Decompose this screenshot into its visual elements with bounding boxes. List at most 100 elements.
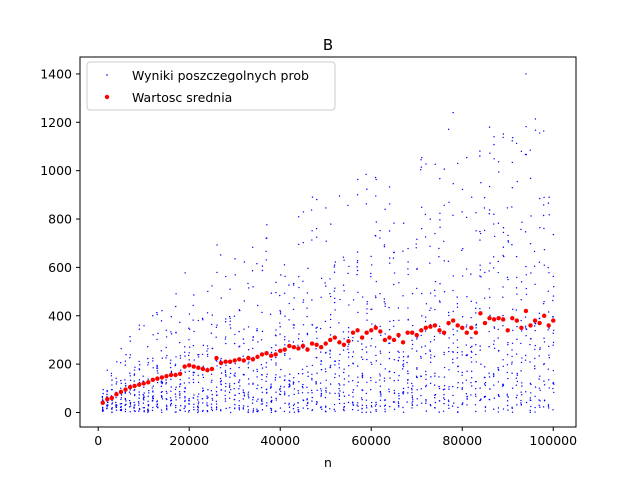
individual-result-point [119,403,122,405]
y-tick-label: 400 [48,308,72,323]
individual-result-point [279,376,281,378]
individual-result-point [292,404,295,407]
individual-result-point [397,350,399,353]
individual-result-point [333,266,336,268]
individual-result-point [183,407,185,410]
individual-result-point [197,354,199,356]
individual-result-point [206,402,208,404]
individual-result-point [488,398,490,401]
individual-result-point [470,300,472,303]
individual-result-point [402,356,405,358]
individual-result-point [393,408,396,411]
individual-result-point [461,388,463,390]
individual-result-point [311,392,313,394]
individual-result-point [442,397,445,399]
individual-result-point [138,397,140,399]
individual-result-point [380,395,382,397]
individual-result-point [343,378,346,380]
individual-result-point [265,380,267,383]
individual-result-point [447,399,450,401]
individual-result-point [292,383,295,385]
individual-result-point [283,394,286,396]
individual-result-point [406,382,409,384]
individual-result-point [156,401,158,403]
individual-result-point [439,332,441,334]
individual-result-point [470,381,472,384]
individual-result-point [461,188,464,191]
individual-result-point [471,351,473,353]
individual-result-point [375,354,377,357]
individual-result-point [279,322,281,324]
individual-result-point [325,370,327,373]
individual-result-point [507,241,510,243]
individual-result-point [534,411,536,413]
individual-result-point [379,375,381,377]
individual-result-point [293,403,296,405]
individual-result-point [539,375,541,377]
individual-result-point [243,395,246,397]
individual-result-point [179,378,181,381]
individual-result-point [215,326,218,329]
individual-result-point [362,358,364,361]
individual-result-point [388,342,390,345]
mean-value-point [469,325,474,331]
individual-result-point [361,398,363,401]
mean-value-point [328,337,333,343]
individual-result-point [325,405,327,407]
individual-result-point [525,265,527,268]
individual-result-point [420,334,422,337]
axes-frame [79,56,577,428]
individual-result-point [380,363,382,365]
individual-result-point [497,368,499,370]
individual-result-point [275,291,277,294]
individual-result-point [319,382,322,384]
individual-result-point [197,403,200,405]
individual-result-point [424,316,427,318]
individual-result-point [128,399,131,402]
individual-result-point [270,383,272,385]
individual-result-point [393,325,395,328]
individual-result-point [511,372,513,374]
individual-result-point [352,351,355,353]
individual-result-point [216,394,218,396]
individual-result-point [280,368,282,371]
individual-result-point [192,374,194,376]
mean-value-point [177,371,183,376]
individual-result-point [188,400,190,402]
individual-result-point [398,282,400,284]
individual-result-point [320,406,322,408]
individual-result-point [138,360,140,363]
individual-result-point [493,343,495,345]
individual-result-point [179,369,182,371]
individual-result-point [416,404,418,406]
individual-result-point [515,287,518,289]
mean-value-point [346,338,351,344]
individual-result-point [229,388,232,391]
individual-result-point [420,355,422,358]
legend: Wyniki poszczegolnych prob Wartosc sredn… [86,61,336,111]
individual-result-point [493,327,496,329]
mean-value-point [423,325,429,331]
individual-result-point [142,407,144,409]
individual-result-point [220,380,223,382]
individual-result-point [298,410,300,413]
individual-result-point [547,405,550,407]
individual-result-point [524,327,527,329]
individual-result-point [234,274,236,276]
individual-result-point [461,211,463,213]
individual-result-point [207,348,209,350]
individual-result-point [242,398,245,400]
individual-result-point [348,343,350,345]
individual-result-point [347,272,349,275]
individual-result-point [315,227,318,230]
individual-result-point [301,340,304,343]
individual-result-point [338,367,341,369]
individual-result-point [238,330,240,333]
individual-result-point [128,391,131,393]
individual-result-point [329,326,332,329]
individual-result-point [193,330,195,333]
individual-result-point [343,371,345,374]
individual-result-point [307,407,309,410]
individual-result-point [147,400,149,403]
individual-result-point [392,257,395,259]
